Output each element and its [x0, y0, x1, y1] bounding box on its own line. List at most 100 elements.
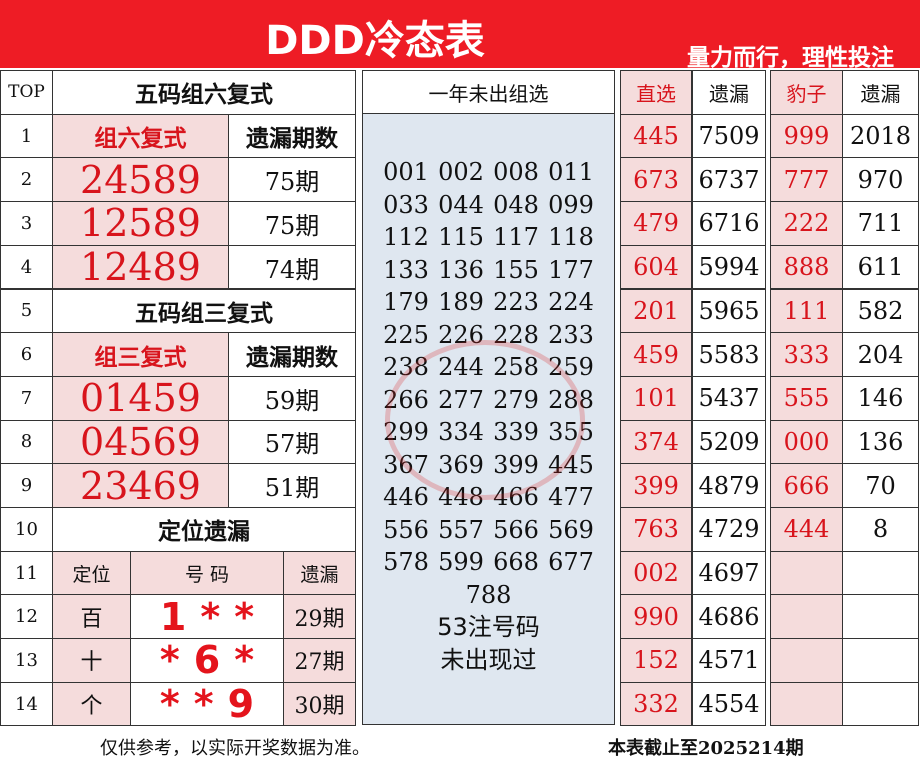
combo-code: 04569	[52, 419, 229, 465]
unseen-number: 115	[438, 223, 484, 251]
rank-cell: 3	[0, 201, 53, 246]
header-banner: DDD冷态表 量力而行，理性投注	[0, 0, 920, 71]
unseen-number: 136	[438, 255, 484, 284]
unseen-number: 599	[438, 548, 484, 576]
straight-miss: 5583	[692, 332, 766, 377]
straight-number: 201	[620, 288, 692, 334]
triple-number	[770, 638, 843, 683]
digit-position: 个	[52, 681, 131, 727]
straight-number: 332	[620, 681, 692, 727]
straight-number: 399	[620, 463, 692, 508]
combo-code: 23469	[52, 463, 229, 508]
triple-number: 666	[770, 463, 843, 508]
column-header: 遗漏期数	[228, 113, 356, 159]
straight-number: 445	[620, 113, 692, 159]
triple-miss	[842, 681, 919, 727]
triple-miss: 970	[842, 157, 919, 203]
unseen-number: 177	[548, 255, 594, 284]
triple-number: 777	[770, 157, 843, 203]
unseen-number: 788	[465, 580, 512, 609]
unseen-number: 566	[493, 515, 539, 544]
straight-number: 002	[620, 550, 692, 596]
number-row: 788	[363, 579, 614, 612]
unseen-number: 008	[493, 158, 539, 186]
rank-cell: 9	[0, 463, 53, 508]
rank-cell: 13	[0, 638, 53, 683]
straight-miss: 4554	[692, 681, 766, 727]
unseen-number: 033	[383, 190, 429, 219]
unseen-number: 002	[438, 158, 484, 186]
straight-miss: 5994	[692, 244, 766, 290]
miss-periods: 51期	[228, 463, 356, 508]
rank-cell: 11	[0, 550, 53, 596]
triple-miss: 204	[842, 332, 919, 377]
unseen-number: 225	[383, 320, 429, 349]
digit-position: 百	[52, 594, 131, 640]
unseen-number: 668	[493, 548, 539, 576]
miss-periods: 74期	[228, 244, 356, 290]
unseen-number: 179	[383, 288, 429, 316]
unseen-number: 677	[548, 548, 594, 576]
triple-number: 000	[770, 419, 843, 465]
column-header: 直选	[620, 70, 692, 115]
straight-miss: 4697	[692, 550, 766, 596]
straight-miss: 4686	[692, 594, 766, 640]
number-row: 112 115 117 118	[363, 221, 614, 254]
unseen-number: 155	[493, 255, 539, 284]
number-row: 033 044 048 099	[363, 189, 614, 222]
triple-miss: 582	[842, 288, 919, 334]
miss-periods: 59期	[228, 375, 356, 421]
position-pattern: **9	[130, 681, 284, 727]
straight-miss: 6716	[692, 201, 766, 246]
unseen-number: 133	[383, 255, 429, 284]
straight-miss: 5437	[692, 375, 766, 421]
combo-code: 01459	[52, 375, 229, 421]
triple-number: 888	[770, 244, 843, 290]
unseen-number: 001	[383, 158, 429, 186]
straight-number: 763	[620, 507, 692, 552]
triple-number: 999	[770, 113, 843, 159]
slogan: 量力而行，理性投注	[687, 45, 894, 71]
straight-miss: 7509	[692, 113, 766, 159]
straight-miss: 5209	[692, 419, 766, 465]
miss-periods: 75期	[228, 201, 356, 246]
triple-miss: 136	[842, 419, 919, 465]
triple-number: 111	[770, 288, 843, 334]
rank-cell: 10	[0, 507, 53, 552]
straight-number: 459	[620, 332, 692, 377]
unseen-summary: 53注号码	[437, 613, 540, 641]
triple-number: 444	[770, 507, 843, 552]
straight-miss: 4879	[692, 463, 766, 508]
triple-miss: 8	[842, 507, 919, 552]
straight-number: 152	[620, 638, 692, 683]
unseen-number: 011	[548, 158, 594, 186]
column-header: 组三复式	[52, 332, 229, 377]
column-header: 定位	[52, 550, 131, 596]
straight-number: 479	[620, 201, 692, 246]
triple-number: 222	[770, 201, 843, 246]
triple-miss: 611	[842, 244, 919, 290]
triple-number	[770, 550, 843, 596]
column-header: 组六复式	[52, 113, 229, 159]
section-title: 五码组三复式	[52, 288, 356, 334]
unseen-number: 118	[548, 223, 594, 251]
triple-number: 333	[770, 332, 843, 377]
top-header: TOP	[0, 70, 53, 115]
column-header: 号 码	[130, 550, 284, 596]
straight-number: 604	[620, 244, 692, 290]
combo-code: 12489	[52, 244, 229, 290]
straight-miss: 5965	[692, 288, 766, 334]
triple-miss: 711	[842, 201, 919, 246]
triple-number	[770, 681, 843, 727]
unseen-number: 556	[383, 515, 429, 544]
number-row: 001 002 008 011	[363, 156, 614, 189]
rank-cell: 2	[0, 157, 53, 203]
straight-number: 101	[620, 375, 692, 421]
triple-miss	[842, 638, 919, 683]
column-header: 遗漏	[692, 70, 766, 115]
unseen-number: 112	[383, 223, 429, 251]
unseen-number: 446	[383, 483, 429, 511]
unseen-number: 224	[548, 288, 594, 316]
combo-code: 12589	[52, 201, 229, 246]
straight-number: 673	[620, 157, 692, 203]
